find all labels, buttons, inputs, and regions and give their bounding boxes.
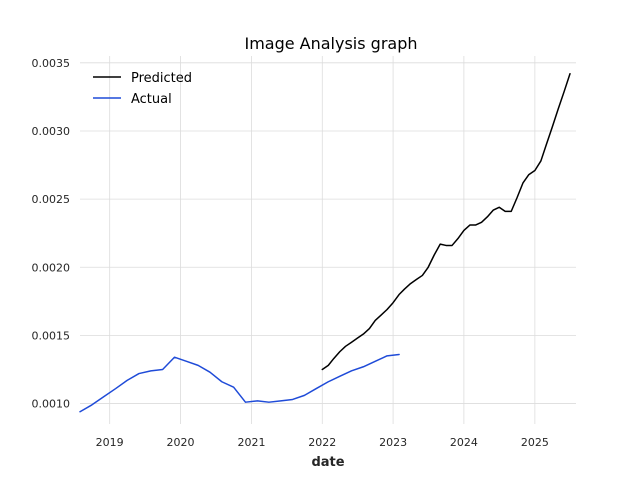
y-tick-label: 0.0035 <box>32 57 71 70</box>
x-tick-label: 2019 <box>96 436 124 449</box>
x-tick-label: 2020 <box>166 436 194 449</box>
x-tick-label: 2023 <box>379 436 407 449</box>
grid <box>80 56 576 424</box>
chart-title: Image Analysis graph <box>244 34 417 53</box>
x-tick-label: 2024 <box>450 436 478 449</box>
y-tick-label: 0.0025 <box>32 193 71 206</box>
series-layer <box>79 72 571 413</box>
x-tick-label: 2021 <box>237 436 265 449</box>
y-tick-label: 0.0015 <box>32 329 71 342</box>
series-line-predicted <box>321 72 571 371</box>
series-line-actual <box>79 353 400 413</box>
x-tick-label: 2025 <box>521 436 549 449</box>
legend: Predicted Actual <box>93 71 192 107</box>
legend-label-actual: Actual <box>131 92 172 107</box>
y-tick-label: 0.0010 <box>32 398 71 411</box>
x-tick-label: 2022 <box>308 436 336 449</box>
tick-labels: 0.0010 0.0015 0.0020 0.0025 0.0030 0.0035 2019… <box>32 57 549 449</box>
x-axis-title: date <box>311 455 344 470</box>
y-tick-label: 0.0020 <box>32 261 71 274</box>
y-tick-label: 0.0030 <box>32 125 71 138</box>
legend-label-predicted: Predicted <box>131 71 192 86</box>
